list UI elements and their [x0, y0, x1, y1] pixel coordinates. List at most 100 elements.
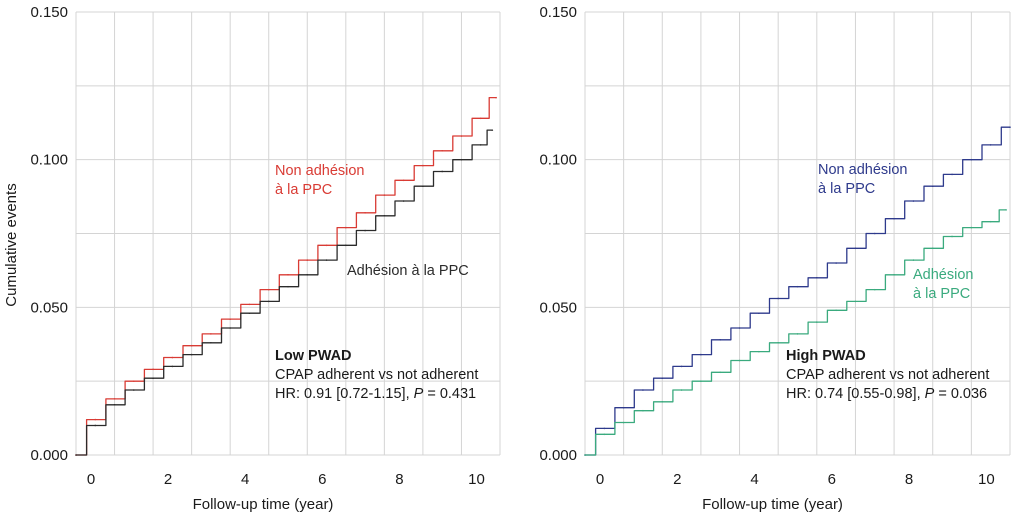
series-point	[248, 312, 251, 315]
series-point	[306, 274, 309, 276]
series-point	[383, 194, 386, 196]
annotation-heading: High PWAD	[786, 348, 866, 364]
series-point	[777, 341, 779, 344]
x-tick-label: 2	[673, 471, 681, 488]
x-tick-label: 8	[395, 471, 403, 488]
x-tick-label: 8	[905, 471, 913, 488]
series-point	[306, 259, 309, 261]
series-point	[622, 406, 625, 409]
x-tick-label: 10	[978, 471, 995, 488]
x-tick-label: 4	[750, 471, 758, 488]
series-point	[479, 144, 482, 146]
series-point	[642, 389, 644, 391]
series-point	[893, 217, 895, 220]
hr-text: HR: 0.74 [0.55-0.98],	[786, 386, 925, 402]
series-point	[190, 353, 193, 356]
series-label-line: Adhésion à la PPC	[347, 263, 469, 279]
annotation-comparison: CPAP adherent vs not adherent	[786, 367, 989, 383]
series-label: Non adhésion à la PPC	[275, 163, 365, 198]
series-point	[796, 285, 799, 288]
series-point	[758, 312, 760, 315]
series-point	[989, 220, 992, 223]
series-point	[700, 353, 702, 356]
series-label: Non adhésion à la PPC	[818, 162, 908, 197]
series-label: Adhésion à la PPC	[913, 267, 973, 302]
series-point	[383, 214, 386, 217]
annotation-heading: Low PWAD	[275, 348, 352, 364]
series-point	[816, 277, 818, 279]
series-point	[229, 318, 231, 320]
series-point	[796, 333, 799, 335]
series-point	[152, 377, 154, 380]
series-point	[738, 327, 741, 329]
y-tick-label: 0.000	[539, 447, 577, 464]
series-point	[854, 247, 857, 250]
series-point	[603, 433, 606, 436]
series-point	[325, 259, 328, 261]
series-point	[287, 285, 289, 288]
series-point	[951, 235, 953, 238]
series-point	[190, 344, 193, 347]
x-axis-title: Follow-up time (year)	[193, 496, 334, 513]
annotation-comparison: CPAP adherent vs not adherent	[275, 367, 478, 383]
series-point	[113, 398, 116, 400]
y-axis-title: Cumulative events	[3, 183, 20, 306]
series-point	[970, 226, 973, 229]
series-point	[152, 368, 154, 371]
hr-text: HR: 0.91 [0.72-1.15],	[275, 386, 414, 402]
series-point	[441, 150, 443, 152]
x-axis-title: Follow-up time (year)	[702, 496, 843, 513]
series-point	[603, 427, 606, 430]
series-label-line: Non adhésion	[275, 163, 365, 179]
series-point	[931, 185, 934, 188]
series-point	[495, 96, 497, 99]
series-point	[680, 389, 683, 391]
series-point	[94, 424, 97, 427]
series-point	[479, 117, 482, 120]
series-point	[661, 401, 664, 403]
p-symbol: P	[414, 386, 424, 402]
y-tick-label: 0.050	[30, 299, 68, 316]
series-point	[171, 365, 174, 368]
series-point	[422, 185, 424, 188]
x-tick-label: 10	[468, 471, 485, 488]
series-point	[642, 409, 644, 412]
series-point	[113, 403, 116, 406]
annotation-hr: HR: 0.74 [0.55-0.98], P = 0.036	[786, 386, 987, 402]
series-point	[460, 135, 463, 137]
series-point	[680, 365, 683, 368]
series-point	[622, 421, 625, 424]
series-point	[210, 341, 212, 344]
x-tick-label: 0	[596, 471, 604, 488]
series-point	[460, 158, 463, 161]
series-point	[873, 232, 876, 235]
series-point	[364, 212, 366, 214]
series-point	[873, 288, 876, 291]
series-point	[402, 179, 405, 182]
x-tick-label: 6	[828, 471, 836, 488]
annotation-hr: HR: 0.91 [0.72-1.15], P = 0.431	[275, 386, 476, 402]
series-point	[816, 321, 818, 323]
series-point	[989, 144, 992, 146]
series-point	[267, 300, 270, 303]
series-point	[248, 303, 251, 306]
series-label: Adhésion à la PPC	[347, 263, 469, 279]
series-point	[970, 158, 973, 161]
series-point	[345, 226, 347, 229]
series-point	[364, 229, 366, 232]
y-tick-label: 0.150	[539, 4, 577, 21]
series-point	[719, 371, 722, 374]
series-point	[1009, 126, 1011, 128]
series-point	[402, 200, 405, 202]
series-point	[229, 327, 231, 329]
series-point	[325, 244, 328, 247]
series-point	[133, 389, 135, 391]
series-point	[758, 350, 760, 353]
x-tick-label: 4	[241, 471, 249, 488]
series-point	[287, 274, 289, 276]
chart-panel-left: 0.000 0.050 0.100 0.150 0 2 4 6 8 10 Follow-up tim…	[30, 4, 501, 513]
series-label-line: à la PPC	[913, 286, 970, 302]
series-point	[912, 259, 915, 261]
y-tick-label: 0.150	[30, 4, 68, 21]
